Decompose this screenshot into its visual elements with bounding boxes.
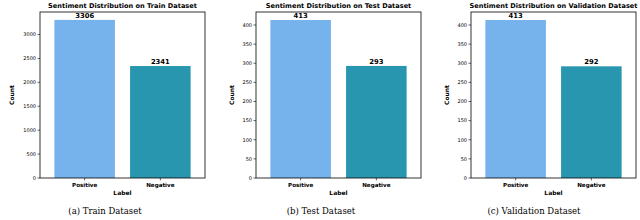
y-tick-label: 50 [246, 156, 252, 162]
y-tick [469, 25, 472, 26]
y-tick [38, 34, 41, 35]
frame [40, 12, 205, 178]
caption: (c) Validation Dataset [487, 206, 581, 216]
y-axis-label: Count [8, 85, 15, 105]
y-tick [469, 63, 472, 64]
y-tick [38, 58, 41, 59]
y-tick-label: 0 [33, 175, 36, 181]
bars [54, 20, 190, 178]
y-tick [254, 178, 257, 179]
y-tick [469, 82, 472, 83]
x-tick-label: Positive [288, 182, 313, 188]
y-tick-label: 300 [457, 60, 467, 66]
y-tick-label: 250 [457, 79, 467, 85]
data-label: 413 [509, 12, 523, 20]
y-tick [254, 158, 257, 159]
y-tick [38, 82, 41, 83]
x-tick-label: Negative [577, 182, 605, 189]
x-tick-label: Positive [503, 182, 528, 188]
x-tick [84, 178, 85, 181]
y-tick [254, 44, 257, 45]
y-tick-label: 200 [242, 98, 252, 104]
y-tick-label: 3000 [23, 31, 36, 37]
y-tick [469, 178, 472, 179]
y-tick [38, 178, 41, 179]
y-tick [469, 158, 472, 159]
y-tick [254, 101, 257, 102]
y-tick [469, 120, 472, 121]
data-label: 293 [369, 58, 383, 66]
caption: (a) Train Dataset [68, 206, 142, 216]
x-tick [591, 178, 592, 181]
figure: Sentiment Distribution on Train Dataset 3… [0, 0, 640, 220]
x-tick [515, 178, 516, 181]
data-label: 2341 [151, 58, 170, 66]
y-tick [469, 44, 472, 45]
frame [256, 12, 421, 178]
y-tick-label: 350 [242, 41, 252, 47]
y-tick-label: 400 [242, 22, 252, 28]
y-tick-label: 300 [242, 60, 252, 66]
y-tick-label: 250 [242, 79, 252, 85]
bar [130, 66, 191, 178]
y-tick-label: 150 [457, 117, 467, 123]
y-tick-label: 2000 [23, 79, 36, 85]
y-tick-label: 350 [457, 41, 467, 47]
y-tick [38, 154, 41, 155]
x-tick-label: Negative [362, 182, 390, 189]
y-tick [38, 130, 41, 131]
y-tick [38, 106, 41, 107]
y-tick-label: 400 [457, 22, 467, 28]
y-tick-label: 50 [461, 156, 467, 162]
y-tick-label: 1000 [23, 127, 36, 133]
panel: Sentiment Distribution on Validation Dat… [443, 2, 637, 216]
y-tick-label: 100 [457, 137, 467, 143]
y-tick-label: 150 [242, 117, 252, 123]
data-label: 413 [294, 12, 308, 20]
panel: Sentiment Distribution on Test Dataset 41… [228, 2, 421, 216]
bar [270, 20, 331, 178]
title: Sentiment Distribution on Test Dataset [266, 2, 412, 10]
bar [346, 66, 407, 178]
y-tick [254, 82, 257, 83]
x-tick-label: Negative [146, 182, 174, 189]
bar [54, 20, 115, 178]
y-tick [254, 139, 257, 140]
panel: Sentiment Distribution on Train Dataset 3… [8, 2, 205, 216]
y-tick [254, 25, 257, 26]
data-label: 292 [584, 58, 598, 66]
x-tick [376, 178, 377, 181]
y-tick [469, 101, 472, 102]
y-tick-label: 2500 [23, 55, 36, 61]
data-label: 3306 [75, 12, 94, 20]
x-tick [300, 178, 301, 181]
bars [270, 20, 406, 178]
bar [485, 20, 546, 178]
title: Sentiment Distribution on Train Dataset [48, 2, 197, 10]
caption: (b) Test Dataset [287, 206, 356, 216]
y-tick-label: 200 [457, 98, 467, 104]
y-tick-label: 500 [26, 151, 36, 157]
x-tick [160, 178, 161, 181]
bar [561, 66, 622, 178]
y-tick-label: 0 [464, 175, 467, 181]
y-tick-label: 1500 [23, 103, 36, 109]
title: Sentiment Distribution on Validation Dat… [470, 2, 638, 10]
x-axis-label: Label [544, 189, 562, 196]
y-axis-label: Count [443, 85, 450, 105]
x-axis-label: Label [329, 189, 347, 196]
y-axis-label: Count [228, 85, 235, 105]
frame [471, 12, 636, 178]
y-tick [469, 139, 472, 140]
y-tick-label: 100 [242, 137, 252, 143]
y-tick [254, 120, 257, 121]
y-tick-label: 0 [249, 175, 252, 181]
x-tick-label: Positive [72, 182, 97, 188]
bars [485, 20, 621, 178]
y-tick [254, 63, 257, 64]
x-axis-label: Label [113, 189, 131, 196]
